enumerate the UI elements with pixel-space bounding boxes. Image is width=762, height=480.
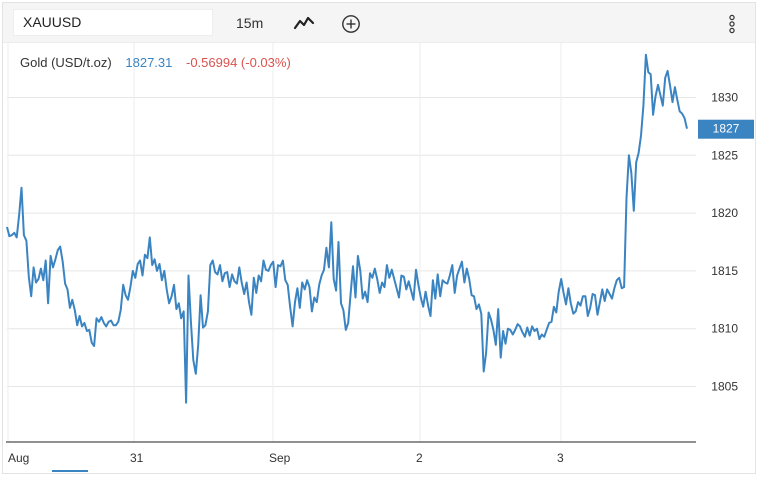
interval-selector[interactable]: 15m	[236, 15, 264, 31]
y-tick-label: 1830	[711, 90, 738, 104]
more-options-icon[interactable]	[725, 14, 739, 34]
last-price-marker-label: 1827	[713, 122, 740, 136]
y-tick-label: 1810	[711, 322, 738, 336]
symbol-input[interactable]: XAUUSD	[13, 9, 213, 36]
instrument-name: Gold (USD/t.oz)	[20, 55, 112, 70]
y-tick-label: 1805	[711, 380, 738, 394]
price-change: -0.56994 (-0.03%)	[186, 55, 291, 70]
last-price: 1827.31	[125, 55, 173, 70]
line-style-icon[interactable]	[293, 14, 315, 32]
x-tick-label: 31	[130, 451, 144, 465]
x-tick-label: Sep	[269, 451, 291, 465]
y-tick-label: 1820	[711, 206, 738, 220]
chart-legend: Gold (USD/t.oz) 1827.31 -0.56994 (-0.03%…	[20, 55, 291, 70]
chart-widget: XAUUSD 15m	[2, 2, 756, 474]
x-tick-label: 3	[557, 451, 564, 465]
chart-toolbar: XAUUSD 15m	[3, 3, 755, 43]
x-tick-label: 2	[416, 451, 423, 465]
last-price-marker	[698, 119, 754, 139]
x-tick-label: Aug	[8, 451, 29, 465]
add-indicator-icon[interactable]	[341, 14, 361, 34]
time-range-handle[interactable]	[52, 470, 88, 472]
price-line	[6, 53, 688, 404]
y-tick-label: 1815	[711, 264, 738, 278]
y-tick-label: 1825	[711, 148, 738, 162]
